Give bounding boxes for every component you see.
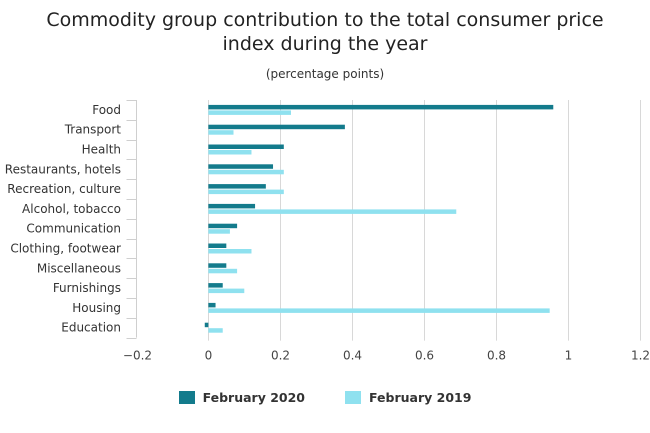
bar-february-2020 — [208, 104, 554, 110]
x-tick-label: 1.2 — [631, 349, 650, 363]
bar-february-2019 — [208, 268, 238, 274]
category-label: Transport — [64, 123, 122, 137]
category-label: Health — [82, 143, 121, 157]
bar-february-2020 — [204, 322, 209, 328]
x-tick-label: −0.2 — [123, 349, 152, 363]
category-label: Clothing, footwear — [10, 242, 121, 256]
category-label: Housing — [72, 301, 121, 315]
bar-february-2019 — [208, 110, 291, 115]
bar-february-2019 — [208, 308, 550, 313]
bar-february-2019 — [208, 150, 252, 155]
bar-february-2019 — [208, 288, 245, 294]
bar-february-2019 — [208, 328, 223, 333]
bar-february-2020 — [208, 203, 256, 209]
legend-swatch-february-2020 — [178, 391, 195, 404]
bar-february-2019 — [208, 189, 284, 195]
x-tick-label: 0 — [205, 349, 213, 363]
x-tick-label: 0.8 — [487, 349, 506, 363]
bar-february-2019 — [208, 169, 284, 175]
bar-february-2020 — [208, 263, 227, 268]
category-label: Miscellaneous — [37, 261, 121, 275]
bar-february-2019 — [208, 209, 457, 214]
category-label: Communication — [26, 222, 121, 236]
bar-february-2020 — [208, 144, 284, 149]
bar-february-2020 — [208, 124, 345, 130]
category-label: Alcohol, tobacco — [22, 202, 121, 216]
bar-february-2020 — [208, 184, 266, 189]
chart-title-line-1: Commodity group contribution to the tota… — [46, 9, 604, 31]
category-label: Education — [61, 321, 121, 335]
category-label: Recreation, culture — [7, 182, 121, 196]
bar-february-2020 — [208, 164, 274, 169]
legend: February 2020 February 2019 — [0, 390, 650, 405]
legend-label-february-2019: February 2019 — [369, 390, 472, 405]
chart-subtitle: (percentage points) — [265, 67, 385, 81]
x-tick-label: 0.4 — [343, 349, 362, 363]
bar-february-2020 — [208, 302, 216, 308]
category-label: Restaurants, hotels — [5, 162, 121, 176]
bar-february-2020 — [208, 283, 223, 288]
chart-title: Commodity group contribution to the tota… — [0, 8, 650, 56]
legend-label-february-2020: February 2020 — [202, 390, 305, 405]
legend-item-february-2020[interactable]: February 2020 — [178, 390, 305, 405]
legend-item-february-2019[interactable]: February 2019 — [345, 390, 471, 405]
bar-february-2019 — [208, 130, 234, 135]
category-label: Food — [92, 103, 121, 117]
category-label: Furnishings — [53, 281, 121, 295]
x-tick-label: 0.2 — [271, 349, 290, 363]
bar-february-2020 — [208, 243, 227, 248]
bar-february-2020 — [208, 223, 238, 229]
chart-title-line-2: index during the year — [222, 33, 428, 55]
bar-february-2019 — [208, 249, 252, 254]
x-tick-label: 1 — [565, 349, 573, 363]
legend-swatch-february-2019 — [345, 391, 361, 404]
x-tick-label: 0.6 — [415, 349, 434, 363]
bar-february-2019 — [208, 229, 230, 234]
